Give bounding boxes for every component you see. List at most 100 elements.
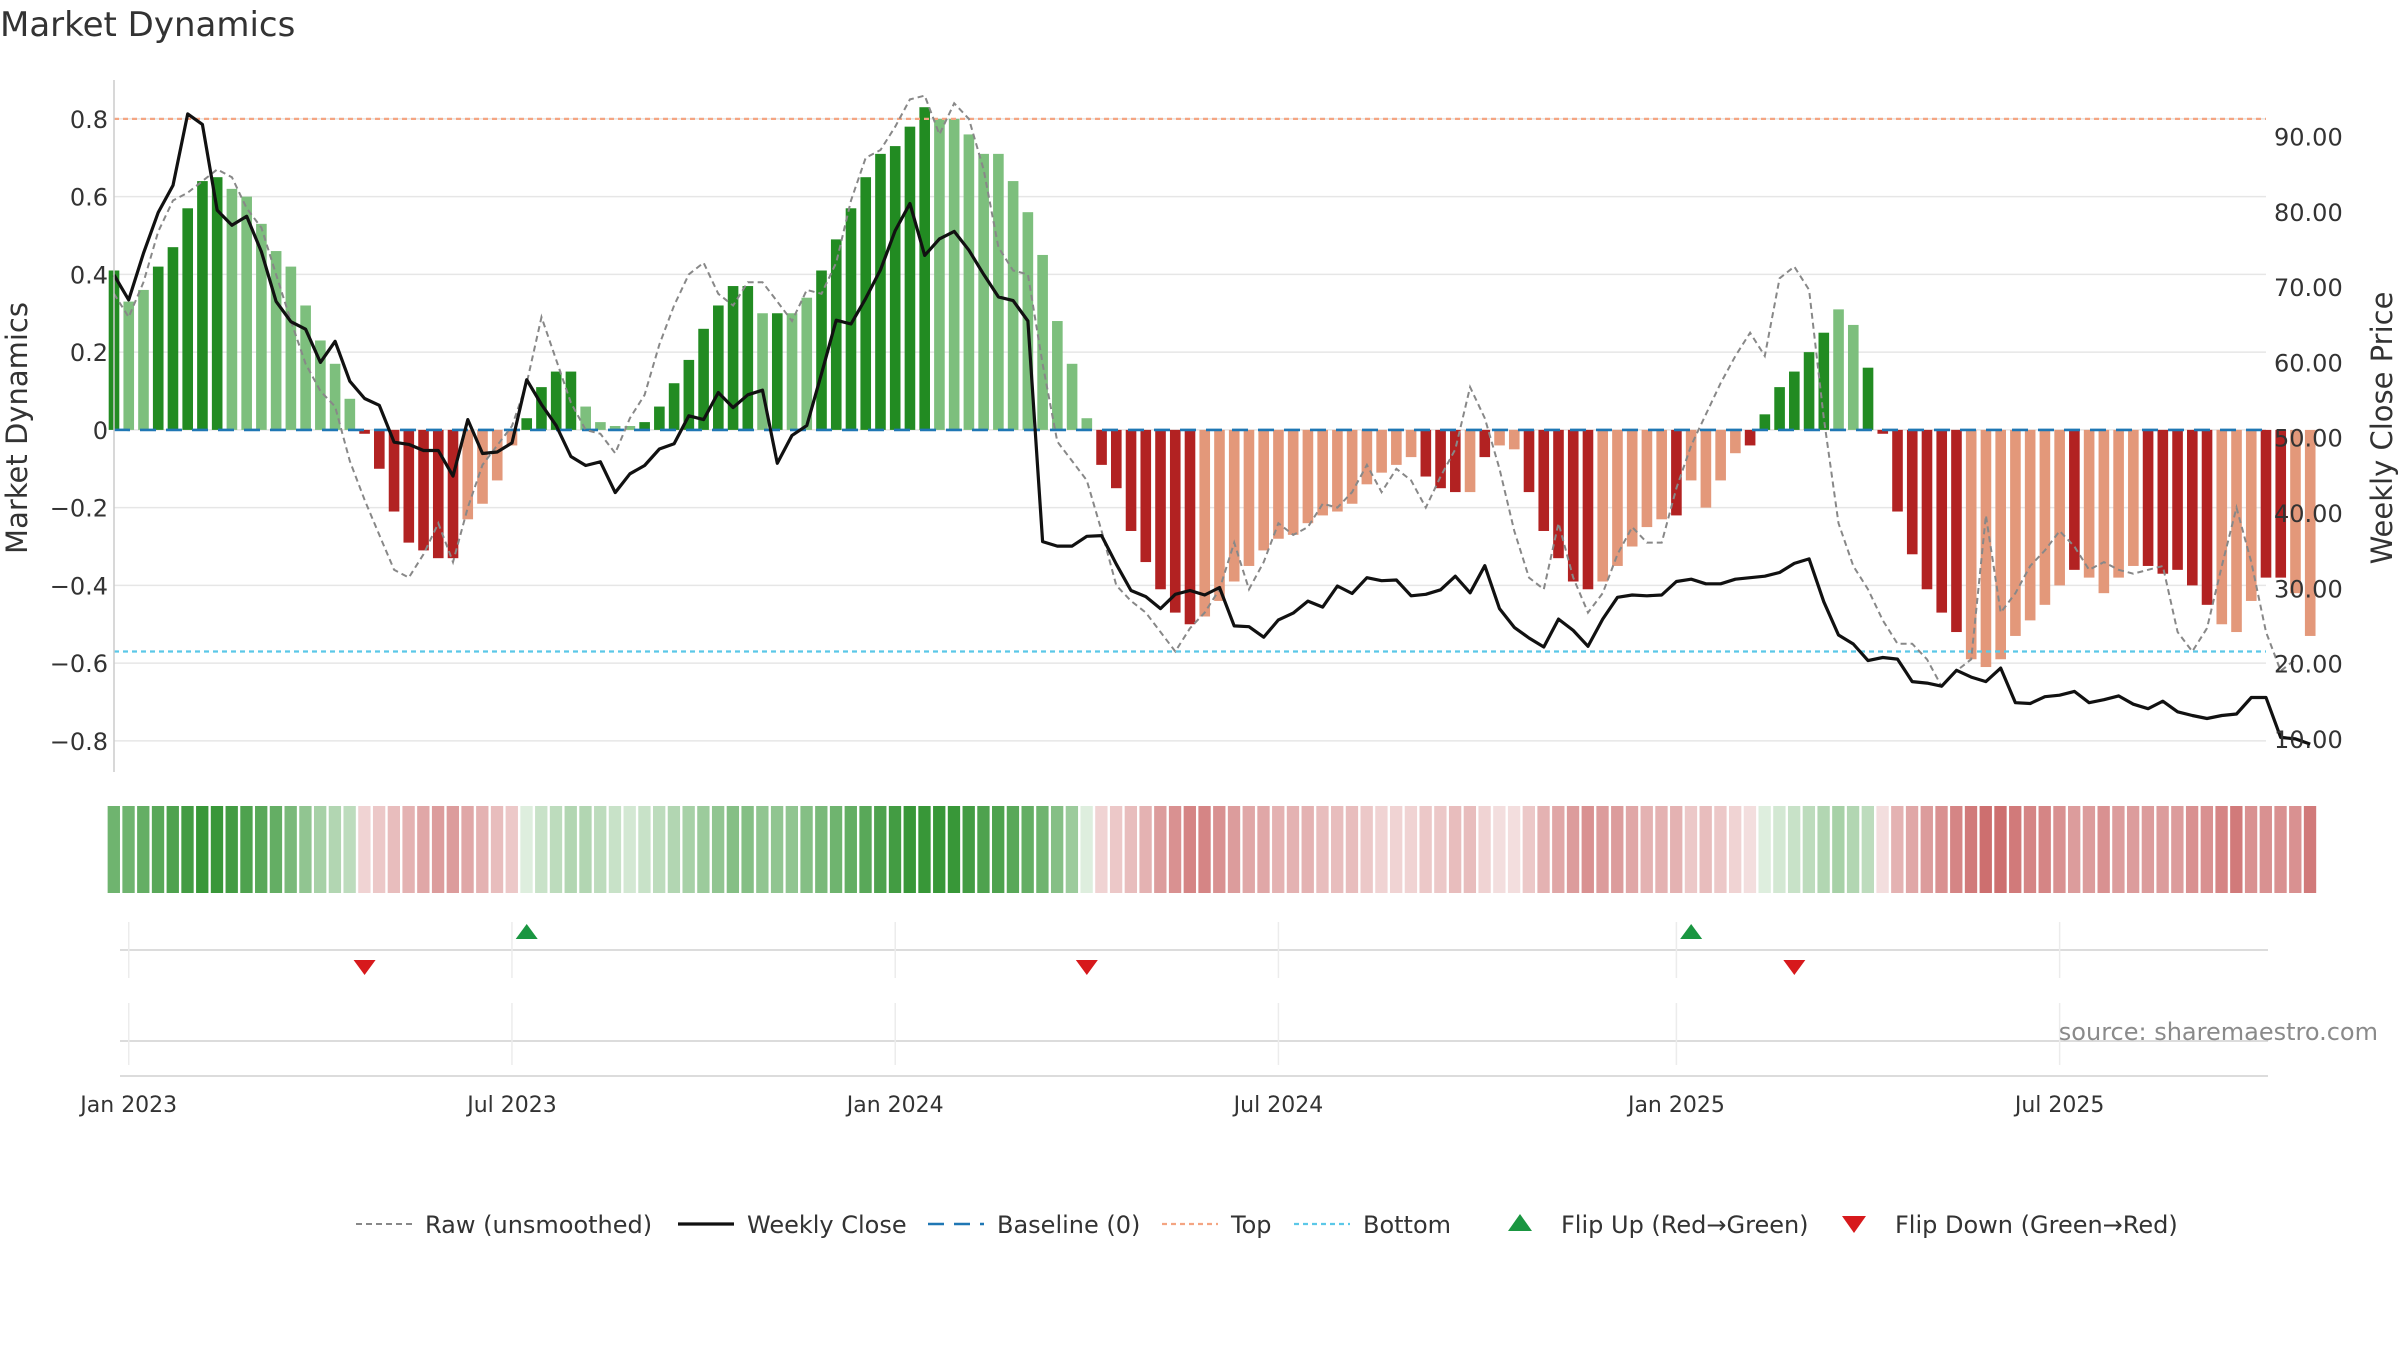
band-cell (2289, 806, 2302, 893)
band-cell (1434, 806, 1447, 893)
band-cell (608, 806, 622, 893)
bar (1877, 429, 1889, 434)
band-cell (770, 806, 784, 893)
band-cell (269, 806, 283, 893)
bar (1774, 387, 1785, 430)
bar (639, 422, 650, 430)
legend-label-close: Weekly Close (747, 1211, 907, 1239)
band-cell (181, 806, 194, 893)
bar (580, 406, 591, 430)
y2-tick-label: 20.00 (2274, 651, 2343, 679)
band-cell (903, 806, 916, 893)
band-cell (372, 806, 386, 893)
band-cell (711, 806, 725, 893)
bar (1332, 429, 1343, 512)
band-cell (1640, 806, 1653, 893)
bar (2172, 429, 2183, 570)
band-cell (697, 806, 710, 893)
band-cell (122, 806, 135, 893)
market-dynamics-bars (108, 107, 2316, 668)
y-tick-label: −0.2 (50, 495, 108, 523)
bar (2275, 429, 2287, 578)
bar (1007, 181, 1019, 430)
bar (2098, 429, 2110, 594)
bar (1361, 429, 1373, 485)
x-tick-label: Jan 2024 (845, 1093, 944, 1118)
bar (123, 301, 135, 430)
bar (344, 398, 356, 430)
band-cell (1478, 806, 1491, 893)
bar (1582, 429, 1594, 590)
band-cell (1507, 806, 1521, 893)
band-cell (417, 806, 430, 893)
band-cell (594, 806, 607, 893)
band-cell (1994, 806, 2007, 893)
x-tick-label: Jul 2023 (465, 1093, 557, 1118)
band-cell (1006, 806, 1020, 893)
y2-tick-label: 50.00 (2274, 425, 2343, 453)
bar (300, 305, 311, 430)
bar (1538, 429, 1550, 531)
band-cell (1301, 806, 1314, 893)
band-cell (343, 806, 356, 893)
bar (1892, 429, 1903, 512)
band-cell (653, 806, 666, 893)
band-cell (1787, 806, 1801, 893)
bar (1730, 429, 1741, 454)
band-cell (1964, 806, 1978, 893)
band-cell (933, 806, 946, 893)
bar (182, 208, 194, 430)
band-cell (1935, 806, 1948, 893)
flip-up-marker (1680, 924, 1703, 939)
legend-item-bottom: Bottom (1294, 1211, 1451, 1239)
bar (1744, 429, 1756, 446)
weekly-close-line (112, 112, 2311, 746)
bar (1302, 429, 1314, 524)
bar (875, 153, 886, 430)
band-cell (2303, 806, 2317, 893)
band-cell (1699, 806, 1712, 893)
band-cell (992, 806, 1005, 893)
band-cell (2244, 806, 2258, 893)
bar (860, 177, 872, 430)
flip-down-marker (353, 960, 376, 975)
y-tick-label: 0.2 (70, 339, 108, 367)
bar (226, 188, 238, 430)
bar (1789, 371, 1800, 430)
band-cell (1670, 806, 1683, 893)
bar (1597, 429, 1609, 582)
band-cell (1360, 806, 1373, 893)
band-cell (1095, 806, 1108, 893)
bar (609, 426, 621, 430)
y-tick-label: 0.8 (70, 106, 108, 134)
y2-tick-label: 70.00 (2274, 274, 2343, 302)
bar (1656, 429, 1667, 520)
bar (1450, 429, 1461, 493)
bar (1052, 321, 1063, 430)
y-tick-label: 0 (93, 417, 108, 445)
band-cell (726, 806, 740, 893)
band-cell (785, 806, 798, 893)
bar (152, 266, 164, 430)
y2-tick-label: 40.00 (2274, 500, 2343, 528)
band-cell (166, 806, 179, 893)
flip-up-marker (515, 924, 538, 939)
band-cell (535, 806, 548, 893)
band-cell (1036, 806, 1049, 893)
band-cell (2112, 806, 2125, 893)
band-cell (431, 806, 445, 893)
bar (536, 387, 547, 430)
legend-item-top: Top (1162, 1211, 1272, 1239)
band-cell (1714, 806, 1727, 893)
y2-tick-label: 60.00 (2274, 349, 2343, 377)
bar (1376, 429, 1387, 473)
band-cell (1419, 806, 1432, 893)
bar (668, 383, 680, 430)
band-cell (1168, 806, 1182, 893)
bar (1553, 429, 1564, 559)
band-cell (1272, 806, 1285, 893)
bar (1155, 429, 1166, 590)
bar (786, 313, 798, 430)
band-cell (446, 806, 459, 893)
bar (1243, 429, 1255, 566)
